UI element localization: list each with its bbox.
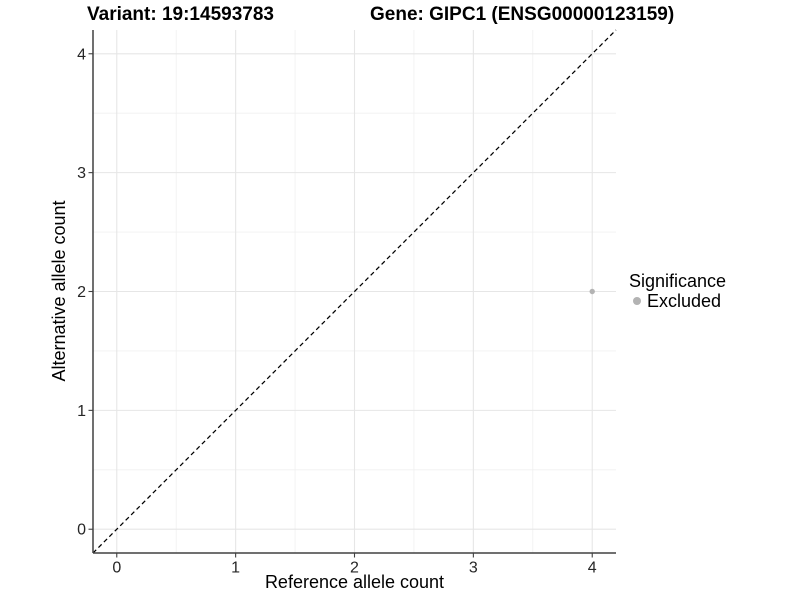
x-axis-title: Reference allele count	[264, 572, 445, 592]
y-tick-label: 4	[77, 46, 86, 63]
y-tick-label: 2	[77, 284, 86, 301]
legend-title: Significance	[629, 271, 727, 291]
chart-title-gene: Gene: GIPC1 (ENSG00000123159)	[370, 4, 675, 25]
x-tick-label: 1	[231, 560, 240, 577]
x-tick-label: 0	[112, 560, 121, 577]
y-tick-label: 0	[77, 522, 86, 539]
x-tick-label: 4	[588, 560, 597, 577]
legend-item-excluded: Excluded	[629, 291, 726, 311]
x-tick-label: 3	[469, 560, 478, 577]
y-tick-label: 1	[77, 403, 86, 420]
chart-title-variant: Variant: 19:14593783	[87, 4, 274, 25]
x-tick-label: 2	[350, 560, 359, 577]
data-point	[589, 288, 595, 295]
y-axis-title: Alternative allele count	[49, 200, 69, 382]
legend-point-icon	[633, 297, 641, 305]
legend: Significance Excluded	[629, 271, 726, 311]
legend-item-label: Excluded	[647, 290, 722, 311]
identity-line	[92, 29, 617, 554]
y-tick-label: 3	[77, 165, 86, 182]
